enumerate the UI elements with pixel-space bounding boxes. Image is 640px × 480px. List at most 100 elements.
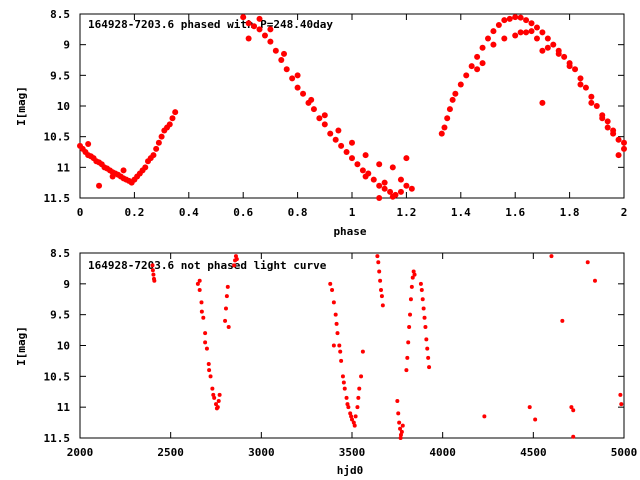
data-point [331, 343, 336, 348]
data-point [398, 426, 403, 431]
data-point [376, 161, 383, 168]
data-point [604, 124, 611, 131]
data-point [425, 346, 430, 351]
y-tick-label: 10.5 [44, 131, 71, 144]
data-point [278, 57, 285, 63]
data-point [490, 28, 497, 35]
data-point [379, 288, 384, 292]
data-point [397, 188, 404, 195]
data-point [424, 337, 429, 342]
data-point [523, 29, 530, 36]
data-point [197, 278, 202, 283]
data-point [344, 395, 349, 400]
data-point [398, 432, 403, 437]
data-point [234, 257, 239, 262]
data-point [152, 278, 157, 283]
data-point [204, 346, 209, 351]
data-point [349, 155, 355, 162]
data-point [539, 29, 546, 36]
data-point [376, 182, 383, 189]
data-point [561, 53, 568, 60]
data-point [408, 297, 413, 302]
data-point [197, 288, 202, 292]
x-tick-label: 1.2 [396, 206, 416, 219]
data-point [226, 325, 231, 329]
data-point [339, 358, 344, 363]
data-point [195, 281, 200, 286]
y-tick-label: 11.5 [44, 432, 71, 445]
data-point [512, 14, 519, 21]
data-point [203, 340, 208, 345]
data-point [408, 312, 413, 317]
data-point [528, 20, 535, 27]
plot-frame-bottom [79, 252, 625, 439]
data-point [328, 281, 333, 286]
x-tick-label: 0.8 [288, 206, 308, 219]
data-point [599, 115, 606, 122]
data-point [169, 115, 176, 122]
data-point [501, 35, 508, 42]
data-point [377, 269, 382, 274]
data-point [544, 35, 551, 42]
data-point [412, 272, 417, 277]
data-point [351, 420, 356, 425]
data-point [335, 127, 342, 134]
data-point [618, 392, 623, 397]
data-point [410, 275, 415, 280]
data-point [360, 349, 365, 354]
data-point [409, 284, 414, 289]
data-point [251, 23, 258, 30]
data-point [485, 35, 491, 42]
data-point [341, 380, 346, 385]
data-point [150, 263, 155, 268]
y-axis-title-bottom: I[mag] [15, 326, 28, 366]
data-point [549, 254, 554, 259]
x-ticks-top: 0 0.2 0.4 0.6 0.8 1 1.2 1.4 1.6 1.8 2 [77, 14, 627, 219]
data-point [337, 343, 342, 348]
data-point [577, 75, 584, 82]
data-point [418, 281, 423, 286]
data-point [389, 164, 396, 171]
data-point [166, 121, 173, 128]
data-point [331, 300, 336, 305]
data-point [267, 26, 274, 33]
data-point [375, 254, 380, 259]
data-point [593, 103, 600, 109]
x-tick-label: 1.6 [505, 206, 525, 219]
data-point [533, 35, 540, 42]
data-point [362, 152, 369, 159]
data-point [349, 139, 355, 146]
data-point [155, 139, 162, 146]
data-point [376, 195, 383, 201]
data-point [203, 331, 208, 336]
data-point [419, 288, 424, 292]
data-point [395, 399, 400, 403]
y-tick-label: 10 [57, 100, 70, 113]
data-point [349, 414, 354, 419]
data-point [387, 188, 394, 195]
y-axis-title-top: I[mag] [15, 86, 28, 126]
data-point [449, 96, 456, 103]
data-point [345, 402, 350, 407]
data-point [528, 28, 535, 35]
data-point [142, 164, 149, 171]
data-point [592, 278, 597, 283]
data-point [420, 297, 425, 302]
data-point [211, 392, 216, 397]
data-point [316, 115, 323, 122]
data-point [452, 90, 459, 97]
data-point [533, 417, 538, 422]
x-tick-label: 4500 [520, 446, 547, 459]
y-tick-label: 9.5 [50, 69, 70, 82]
y-tick-label: 9 [63, 278, 70, 291]
data-point [334, 321, 339, 326]
data-point [352, 423, 357, 428]
data-point [332, 136, 339, 143]
x-tick-label: 0.4 [179, 206, 199, 219]
data-point [85, 141, 92, 148]
data-point [379, 294, 384, 299]
data-point [381, 185, 388, 192]
data-point [233, 254, 238, 259]
data-point [380, 303, 385, 308]
data-point [550, 41, 557, 48]
